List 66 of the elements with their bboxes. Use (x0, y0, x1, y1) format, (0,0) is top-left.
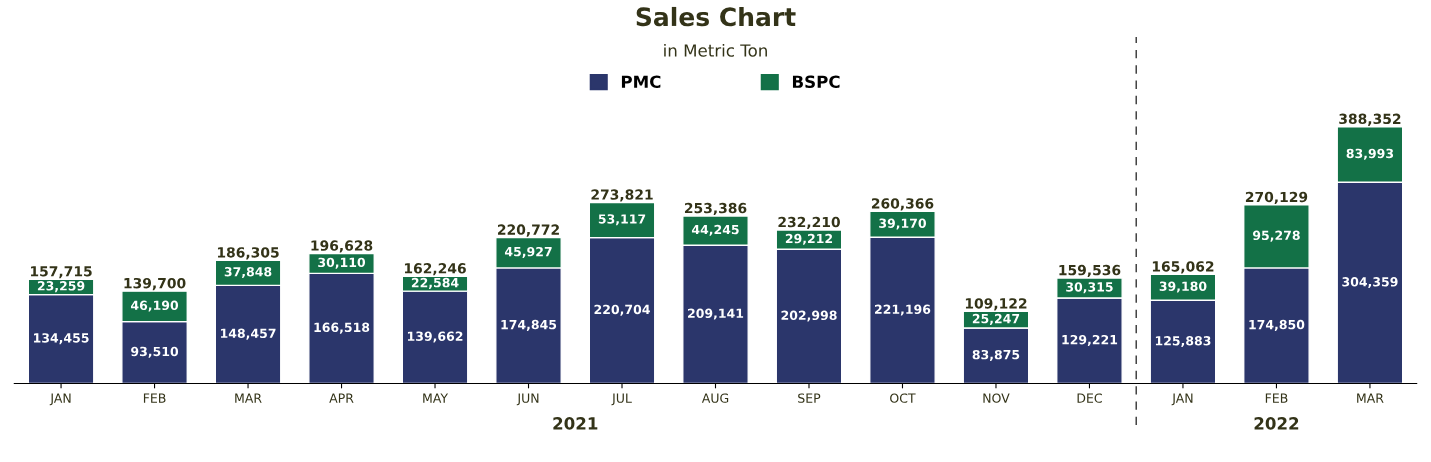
data-label: 174,850 (1249, 319, 1305, 331)
data-label: 95,278 (1252, 230, 1300, 242)
data-label: 39,180 (1159, 281, 1207, 293)
total-label: 139,700 (124, 277, 186, 291)
x-tick-label: MAR (1357, 393, 1384, 403)
x-tick-label: DEC (1077, 393, 1102, 403)
data-label: 166,518 (314, 322, 370, 334)
total-label: 162,246 (404, 263, 466, 276)
total-label: 109,122 (965, 298, 1027, 311)
chart-title: Sales Chart (636, 6, 796, 27)
x-tick-label: JAN (1171, 393, 1193, 406)
legend-label: BSPC (792, 75, 840, 89)
total-label: 270,129 (1245, 191, 1308, 205)
data-label: 125,883 (1155, 336, 1211, 348)
total-label: 388,352 (1339, 113, 1401, 126)
data-label: 220,704 (594, 304, 650, 316)
data-label: 22,584 (411, 277, 459, 289)
data-label: 209,141 (688, 308, 744, 320)
data-label: 25,247 (972, 313, 1020, 325)
data-label: 83,875 (972, 349, 1020, 361)
total-label: 159,536 (1059, 264, 1121, 278)
total-label: 157,715 (30, 266, 92, 279)
data-label: 304,359 (1342, 277, 1398, 289)
text: 2021 (553, 417, 598, 430)
data-label: 45,927 (504, 246, 552, 258)
x-tick-label: AUG (701, 393, 729, 403)
data-label: 44,245 (691, 224, 739, 236)
data-label: 53,117 (598, 214, 646, 226)
data-label: 30,315 (1066, 282, 1113, 294)
total-label: 273,821 (591, 189, 653, 202)
x-tick-label: APR (329, 393, 354, 403)
x-tick-label: OCT (890, 393, 916, 403)
total-label: 196,628 (311, 240, 373, 253)
text: 2022 (1254, 417, 1299, 430)
chart-subtitle: in Metric Ton (664, 43, 767, 57)
data-label: 30,110 (318, 257, 366, 269)
total-label: 253,386 (684, 202, 747, 216)
x-tick-label: MAR (235, 393, 262, 403)
data-label: 83,993 (1346, 148, 1394, 160)
total-label: 165,062 (1152, 261, 1214, 274)
x-tick-label: JAN (49, 393, 71, 406)
data-label: 46,190 (130, 300, 179, 312)
data-label: 174,845 (501, 319, 557, 331)
data-label: 37,848 (224, 267, 272, 279)
data-label: 139,662 (407, 331, 463, 343)
data-label: 129,221 (1062, 334, 1118, 346)
data-label: 39,170 (879, 218, 927, 230)
x-tick-label: JUL (611, 393, 632, 406)
data-label: 202,998 (781, 310, 837, 322)
data-label: 134,455 (34, 333, 89, 345)
total-label: 260,366 (871, 198, 934, 211)
total-label: 232,210 (778, 216, 840, 230)
x-tick-label: FEB (1265, 393, 1288, 403)
data-label: 29,212 (785, 233, 833, 245)
data-label: 93,510 (131, 346, 179, 358)
x-tick-label: NOV (983, 393, 1010, 403)
data-label: 221,196 (875, 304, 931, 316)
data-label: 23,259 (37, 281, 85, 293)
total-label: 220,772 (497, 224, 559, 237)
x-tick-label: JUN (516, 393, 539, 406)
x-tick-label: MAY (423, 393, 449, 403)
legend-label: PMC (621, 75, 661, 89)
data-label: 148,457 (220, 328, 276, 340)
x-tick-label: SEP (798, 393, 821, 403)
x-tick-label: FEB (143, 393, 166, 403)
total-label: 186,305 (217, 247, 279, 260)
